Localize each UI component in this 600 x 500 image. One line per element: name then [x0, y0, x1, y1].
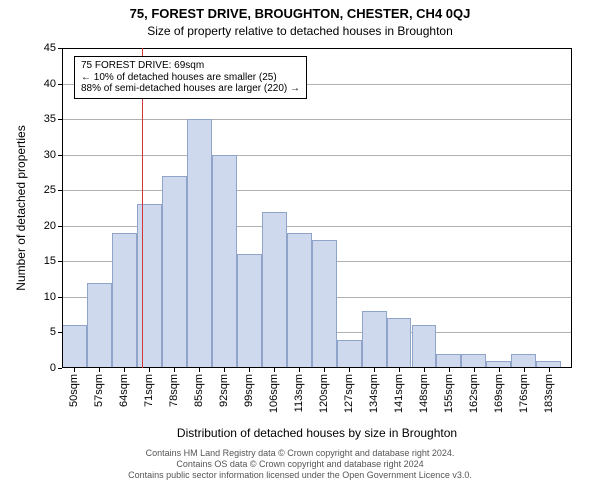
- x-tick-label: 57sqm: [93, 368, 105, 407]
- x-tick-label: 169sqm: [493, 368, 505, 413]
- histogram-bar: [486, 361, 511, 368]
- x-tick-label: 99sqm: [243, 368, 255, 407]
- histogram-bar: [162, 176, 187, 368]
- histogram-bar: [387, 318, 412, 368]
- y-tick-label: 0: [50, 362, 62, 374]
- histogram-bar: [461, 354, 486, 368]
- histogram-bar: [62, 325, 87, 368]
- x-tick-label: 162sqm: [468, 368, 480, 413]
- histogram-bar: [511, 354, 536, 368]
- x-tick-label: 50sqm: [68, 368, 80, 407]
- y-tick-label: 25: [44, 184, 62, 196]
- histogram-bar: [112, 233, 137, 368]
- footer-line: Contains OS data © Crown copyright and d…: [0, 459, 600, 470]
- x-tick-label: 85sqm: [193, 368, 205, 407]
- x-tick-label: 148sqm: [418, 368, 430, 413]
- x-tick-label: 71sqm: [143, 368, 155, 407]
- histogram-bar: [362, 311, 387, 368]
- annotation-line: 88% of semi-detached houses are larger (…: [81, 83, 300, 95]
- x-tick-label: 106sqm: [268, 368, 280, 413]
- x-tick-label: 78sqm: [168, 368, 180, 407]
- histogram-bar: [87, 283, 112, 368]
- x-axis-label: Distribution of detached houses by size …: [62, 426, 572, 440]
- x-tick-label: 155sqm: [443, 368, 455, 413]
- histogram-bar: [536, 361, 561, 368]
- x-tick-label: 176sqm: [518, 368, 530, 413]
- gridline-h: [62, 190, 572, 191]
- histogram-bar: [436, 354, 461, 368]
- histogram-bar: [137, 204, 162, 368]
- x-tick-label: 64sqm: [118, 368, 130, 407]
- y-tick-label: 30: [44, 149, 62, 161]
- chart-title: 75, FOREST DRIVE, BROUGHTON, CHESTER, CH…: [0, 6, 600, 22]
- footer-line: Contains HM Land Registry data © Crown c…: [0, 448, 600, 459]
- y-tick-label: 40: [44, 78, 62, 90]
- histogram-bar: [287, 233, 312, 368]
- histogram-bar: [212, 155, 237, 368]
- y-tick-label: 5: [50, 326, 62, 338]
- y-tick-label: 35: [44, 113, 62, 125]
- plot-area: 75 FOREST DRIVE: 69sqm← 10% of detached …: [62, 48, 572, 368]
- histogram-bar: [187, 119, 212, 368]
- x-tick-label: 183sqm: [543, 368, 555, 413]
- gridline-h: [62, 155, 572, 156]
- x-tick-label: 92sqm: [218, 368, 230, 407]
- chart-container: 75, FOREST DRIVE, BROUGHTON, CHESTER, CH…: [0, 0, 600, 500]
- x-tick-label: 120sqm: [318, 368, 330, 413]
- x-tick-label: 141sqm: [393, 368, 405, 413]
- x-tick-label: 113sqm: [293, 368, 305, 412]
- annotation-line: 75 FOREST DRIVE: 69sqm: [81, 60, 300, 72]
- x-tick-label: 134sqm: [368, 368, 380, 413]
- y-tick-label: 15: [44, 255, 62, 267]
- y-tick-label: 20: [44, 220, 62, 232]
- footer-line: Contains public sector information licen…: [0, 470, 600, 481]
- gridline-h: [62, 119, 572, 120]
- chart-subtitle: Size of property relative to detached ho…: [0, 24, 600, 38]
- annotation-line: ← 10% of detached houses are smaller (25…: [81, 72, 300, 84]
- histogram-bar: [237, 254, 262, 368]
- annotation-box: 75 FOREST DRIVE: 69sqm← 10% of detached …: [74, 56, 307, 99]
- x-tick-label: 127sqm: [343, 368, 355, 413]
- histogram-bar: [412, 325, 437, 368]
- histogram-bar: [337, 340, 362, 368]
- histogram-bar: [312, 240, 337, 368]
- y-tick-label: 45: [44, 42, 62, 54]
- footer: Contains HM Land Registry data © Crown c…: [0, 448, 600, 480]
- histogram-bar: [262, 212, 287, 368]
- y-axis-label: Number of detached properties: [14, 108, 28, 308]
- y-tick-label: 10: [44, 291, 62, 303]
